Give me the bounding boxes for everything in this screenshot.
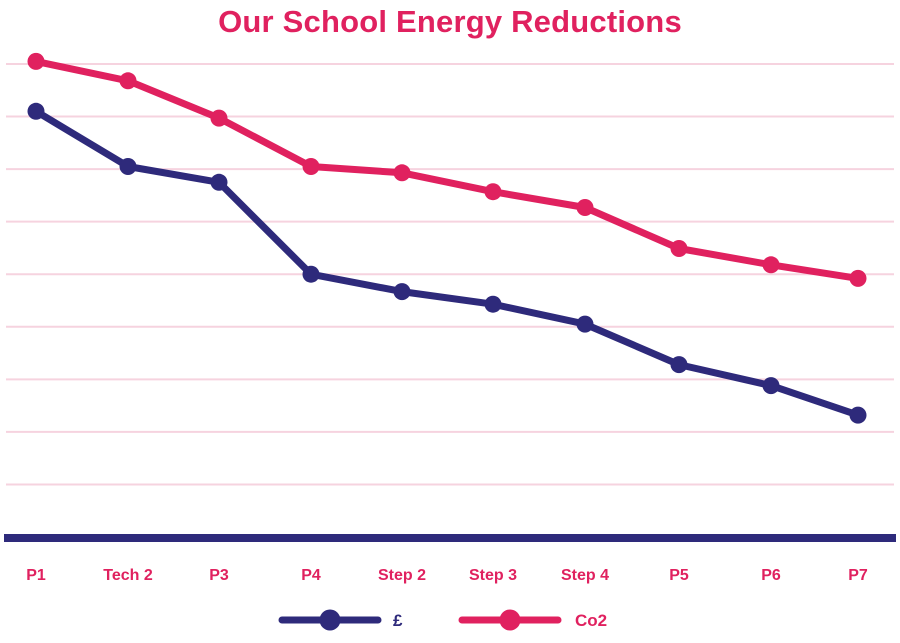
data-point-pound (302, 265, 320, 283)
series-line-co2 (32, 57, 862, 282)
data-point-pound (849, 406, 867, 424)
data-point-pound (27, 102, 45, 120)
chart-title: Our School Energy Reductions (218, 4, 682, 39)
x-tick-label: Step 3 (469, 567, 517, 584)
legend-label-co2: Co2 (575, 611, 607, 630)
data-point-pound (762, 377, 780, 395)
data-point-pound (484, 295, 502, 313)
legend-label-pound: £ (393, 611, 403, 630)
legend-marker-pound (319, 609, 341, 631)
data-point-pound (670, 356, 688, 374)
x-tick-label: Tech 2 (103, 567, 153, 584)
x-tick-labels: P1 Tech 2 P3 P4 Step 2 Step 3 Step 4 P5 P6 P7 (26, 567, 868, 584)
data-point-pound (119, 158, 137, 175)
x-tick-label: P3 (209, 567, 229, 584)
x-tick-label: P7 (848, 567, 868, 584)
x-tick-label: P6 (761, 567, 781, 584)
series-line-pound (32, 107, 862, 419)
data-point-co2 (670, 240, 688, 257)
data-point-co2 (302, 158, 320, 175)
data-point-co2 (576, 199, 594, 216)
x-tick-label: P4 (301, 567, 321, 584)
series-lines (27, 52, 867, 424)
legend: £ Co2 (278, 609, 607, 631)
data-point-co2 (393, 164, 411, 182)
data-point-co2 (119, 72, 137, 90)
legend-marker-co2 (499, 609, 521, 631)
data-point-pound (210, 173, 228, 191)
x-tick-label: P5 (669, 567, 689, 584)
x-tick-label: Step 2 (378, 567, 426, 584)
data-point-co2 (27, 52, 45, 70)
data-point-co2 (762, 256, 780, 274)
data-point-co2 (210, 109, 228, 127)
gridlines (6, 63, 894, 486)
data-point-pound (393, 283, 411, 301)
data-point-co2 (484, 183, 502, 201)
data-point-co2 (849, 269, 867, 287)
x-tick-label: Step 4 (561, 567, 609, 584)
x-tick-label: P1 (26, 567, 46, 584)
data-point-pound (576, 315, 594, 333)
